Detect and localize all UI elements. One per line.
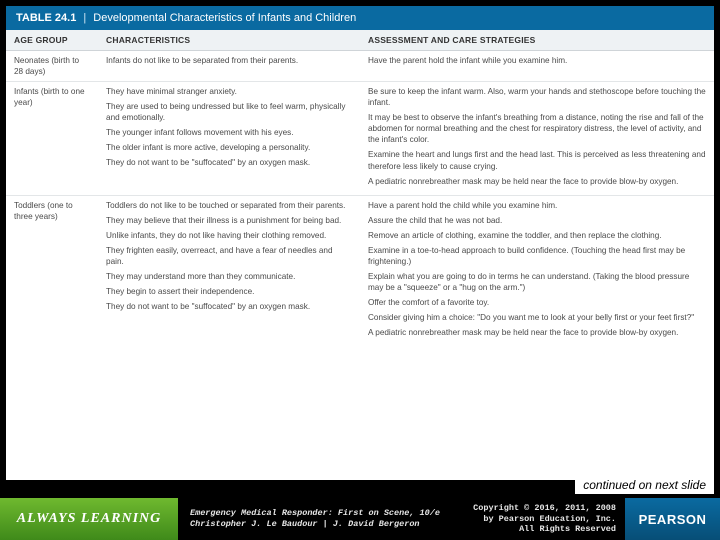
book-authors: Christopher J. Le Baudour | J. David Ber… (190, 519, 473, 530)
assessment-item: A pediatric nonrebreather mask may be he… (368, 176, 706, 187)
always-learning-badge: ALWAYS LEARNING (0, 498, 180, 540)
assessment-item: Assure the child that he was not bad. (368, 215, 706, 226)
title-separator: | (83, 12, 86, 24)
assessment-item: A pediatric nonrebreather mask may be he… (368, 327, 706, 338)
table-row: Toddlers (one to three years) Toddlers do… (6, 195, 714, 346)
copyright-line1: Copyright © 2016, 2011, 2008 (473, 503, 616, 514)
copyright-block: Copyright © 2016, 2011, 2008 by Pearson … (473, 503, 624, 535)
characteristic-item: They may understand more than they commu… (106, 271, 352, 282)
characteristic-item: They are used to being undressed but lik… (106, 101, 352, 123)
assessment-item: Consider giving him a choice: "Do you wa… (368, 312, 706, 323)
table-title-bar: TABLE 24.1 | Developmental Characteristi… (6, 6, 714, 30)
assessment-item: Offer the comfort of a favorite toy. (368, 297, 706, 308)
table-title: Developmental Characteristics of Infants… (93, 12, 356, 24)
slide-area: TABLE 24.1 | Developmental Characteristi… (6, 6, 714, 480)
characteristic-item: They do not want to be "suffocated" by a… (106, 301, 352, 312)
cell-characteristics: They have minimal stranger anxiety. They … (98, 82, 360, 196)
col-header-assessment: ASSESSMENT AND CARE STRATEGIES (360, 30, 714, 51)
cell-assessment: Be sure to keep the infant warm. Also, w… (360, 82, 714, 196)
assessment-item: Remove an article of clothing, examine t… (368, 230, 706, 241)
copyright-line3: All Rights Reserved (473, 524, 616, 535)
footer-bar: ALWAYS LEARNING Emergency Medical Respon… (0, 498, 720, 540)
pearson-logo: PEARSON (624, 498, 720, 540)
col-header-characteristics: CHARACTERISTICS (98, 30, 360, 51)
characteristic-item: They have minimal stranger anxiety. (106, 86, 352, 97)
assessment-item: Examine the heart and lungs first and th… (368, 149, 706, 171)
cell-assessment: Have the parent hold the infant while yo… (360, 51, 714, 82)
assessment-item: Have the parent hold the infant while yo… (368, 55, 706, 66)
table-number: TABLE 24.1 (16, 12, 76, 24)
cell-age-group: Infants (birth to one year) (6, 82, 98, 196)
table-head-row: AGE GROUP CHARACTERISTICS ASSESSMENT AND… (6, 30, 714, 51)
characteristic-item: Infants do not like to be separated from… (106, 55, 352, 66)
characteristic-item: They begin to assert their independence. (106, 286, 352, 297)
assessment-item: It may be best to observe the infant's b… (368, 112, 706, 145)
characteristic-item: The older infant is more active, develop… (106, 142, 352, 153)
table-row: Infants (birth to one year)They have min… (6, 82, 714, 196)
assessment-item: Be sure to keep the infant warm. Also, w… (368, 86, 706, 108)
cell-characteristics: Toddlers do not like to be touched or se… (98, 195, 360, 346)
assessment-item: Have a parent hold the child while you e… (368, 200, 706, 211)
copyright-line2: by Pearson Education, Inc. (473, 514, 616, 525)
characteristic-item: They do not want to be "suffocated" by a… (106, 157, 352, 168)
characteristic-item: Unlike infants, they do not like having … (106, 230, 352, 241)
assessment-item: Explain what you are going to do in term… (368, 271, 706, 293)
book-title: Emergency Medical Responder: First on Sc… (190, 508, 473, 519)
continued-note: continued on next slide (575, 476, 714, 494)
cell-characteristics: Infants do not like to be separated from… (98, 51, 360, 82)
assessment-item: Examine in a toe-to-head approach to bui… (368, 245, 706, 267)
col-header-age: AGE GROUP (6, 30, 98, 51)
cell-assessment: Have a parent hold the child while you e… (360, 195, 714, 346)
characteristic-item: They may believe that their illness is a… (106, 215, 352, 226)
book-credit: Emergency Medical Responder: First on Sc… (180, 508, 473, 530)
cell-age-group: Toddlers (one to three years) (6, 195, 98, 346)
developmental-table: AGE GROUP CHARACTERISTICS ASSESSMENT AND… (6, 30, 714, 346)
characteristic-item: Toddlers do not like to be touched or se… (106, 200, 352, 211)
characteristic-item: They frighten easily, overreact, and hav… (106, 245, 352, 267)
table-row: Neonates (birth to 28 days) Infants do no… (6, 51, 714, 82)
characteristic-item: The younger infant follows movement with… (106, 127, 352, 138)
cell-age-group: Neonates (birth to 28 days) (6, 51, 98, 82)
